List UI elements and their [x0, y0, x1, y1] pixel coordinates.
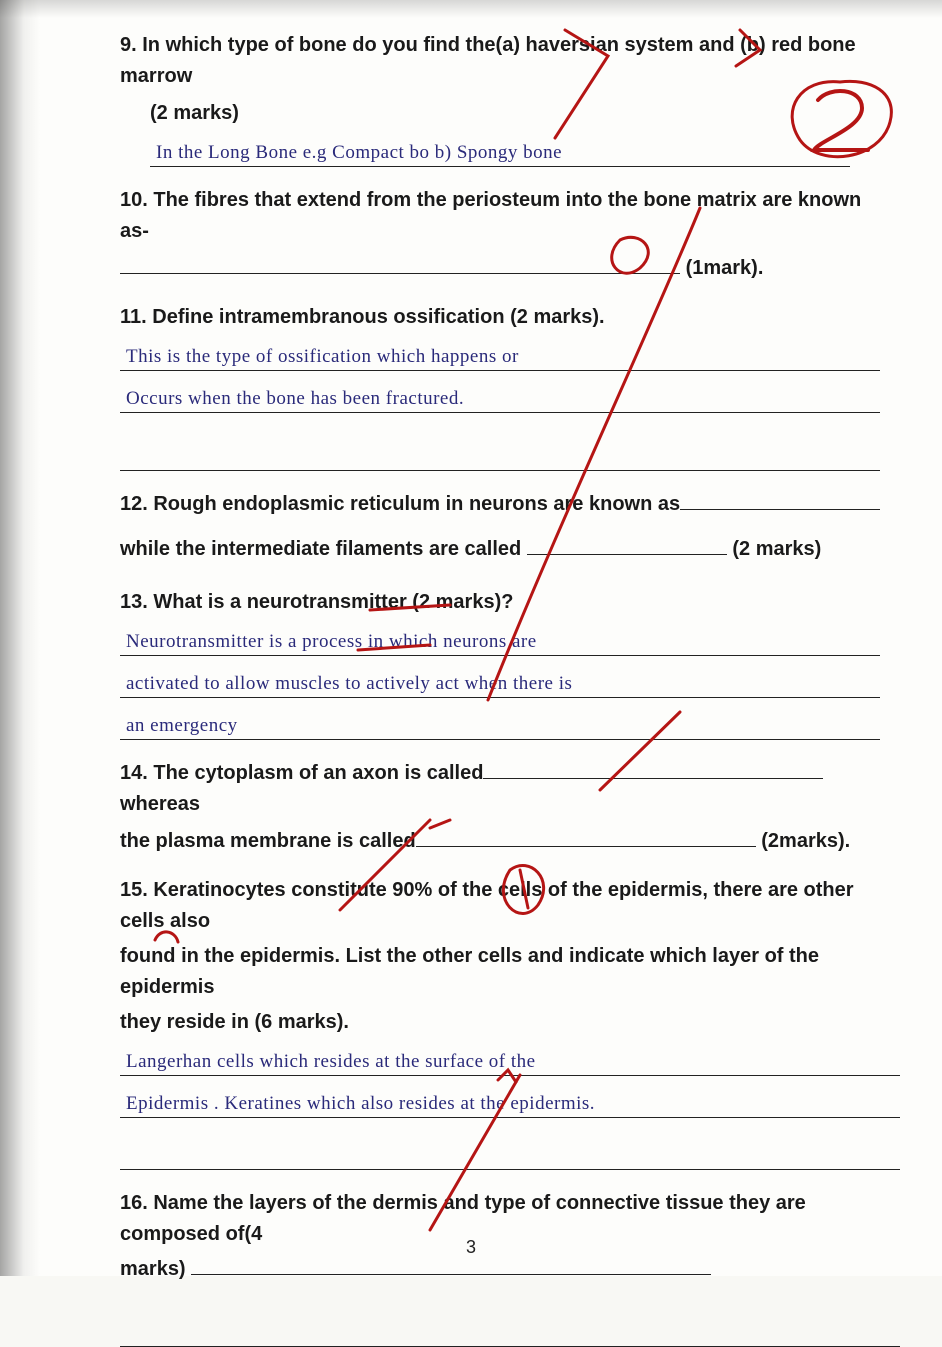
q12-prompt-a: 12. Rough endoplasmic reticulum in neuro… — [120, 493, 680, 515]
q15-prompt-3: they reside in (6 marks). — [120, 1007, 882, 1038]
q13-answer-line-3: an emergency — [120, 708, 880, 740]
q15-answer-1: Langerhan cells which resides at the sur… — [126, 1051, 536, 1073]
q10-tail: (1mark). — [686, 257, 764, 279]
q16-line2: marks) — [120, 1254, 882, 1285]
q15-answer-line-1: Langerhan cells which resides at the sur… — [120, 1044, 900, 1076]
q13-answer-1: Neurotransmitter is a process in which n… — [126, 631, 537, 653]
q14-line2: the plasma membrane is called (2marks). — [120, 826, 882, 857]
q9-prompt-line1: 9. In which type of bone do you find the… — [120, 30, 882, 92]
q16-prompt-2: marks) — [120, 1258, 186, 1280]
q14-blank-1 — [483, 759, 823, 779]
q9-answer-text: In the Long Bone e.g Compact bo b) Spong… — [156, 142, 562, 164]
q12-prompt-b: while the intermediate filaments are cal… — [120, 538, 521, 560]
question-14: 14. The cytoplasm of an axon is called w… — [120, 758, 882, 857]
q9-prompt-line2: (2 marks) — [150, 98, 882, 129]
q9-answer-line: In the Long Bone e.g Compact bo b) Spong… — [150, 135, 850, 167]
page-number: 3 — [466, 1237, 476, 1258]
q10-blank — [120, 254, 680, 274]
q14-prompt-b: the plasma membrane is called — [120, 830, 416, 852]
q16-prompt-1: 16. Name the layers of the dermis and ty… — [120, 1188, 882, 1250]
question-11: 11. Define intramembranous ossification … — [120, 302, 882, 471]
q11-answer-line-3 — [120, 439, 880, 471]
q13-answer-line-2: activated to allow muscles to actively a… — [120, 666, 880, 698]
q16-blank-1 — [191, 1255, 711, 1275]
q14-prompt-a: 14. The cytoplasm of an axon is called — [120, 762, 483, 784]
q15-answer-line-3 — [120, 1138, 900, 1170]
q13-answer-2: activated to allow muscles to actively a… — [126, 673, 572, 695]
q11-answer-1: This is the type of ossification which h… — [126, 346, 519, 368]
question-16: 16. Name the layers of the dermis and ty… — [120, 1188, 882, 1347]
question-15: 15. Keratinocytes constitute 90% of the … — [120, 875, 882, 1170]
q13-answer-line-1: Neurotransmitter is a process in which n… — [120, 624, 880, 656]
exam-page: 9. In which type of bone do you find the… — [0, 0, 942, 1276]
q15-answer-2: Epidermis . Keratines which also resides… — [126, 1093, 595, 1115]
q11-answer-line-2: Occurs when the bone has been fractured. — [120, 381, 880, 413]
question-9: 9. In which type of bone do you find the… — [120, 30, 882, 167]
q12-line2: while the intermediate filaments are cal… — [120, 534, 882, 565]
q14-tail-a: whereas — [120, 793, 200, 815]
q10-prompt: 10. The fibres that extend from the peri… — [120, 185, 882, 247]
q16-answer-line-1 — [120, 1315, 900, 1347]
q12-line1: 12. Rough endoplasmic reticulum in neuro… — [120, 489, 882, 520]
q14-tail-b: (2marks). — [761, 830, 850, 852]
question-10: 10. The fibres that extend from the peri… — [120, 185, 882, 284]
q15-prompt-1: 15. Keratinocytes constitute 90% of the … — [120, 875, 882, 937]
q12-blank-1 — [680, 490, 880, 510]
q11-answer-line-1: This is the type of ossification which h… — [120, 339, 880, 371]
q11-prompt: 11. Define intramembranous ossification … — [120, 302, 882, 333]
question-12: 12. Rough endoplasmic reticulum in neuro… — [120, 489, 882, 565]
q15-answer-line-2: Epidermis . Keratines which also resides… — [120, 1086, 900, 1118]
q14-line1: 14. The cytoplasm of an axon is called w… — [120, 758, 882, 820]
question-13: 13. What is a neurotransmitter (2 marks)… — [120, 587, 882, 740]
q13-answer-3: an emergency — [126, 715, 238, 737]
q11-answer-2: Occurs when the bone has been fractured. — [126, 388, 464, 410]
q12-tail: (2 marks) — [732, 538, 821, 560]
q10-blank-row: (1mark). — [120, 253, 882, 284]
q15-prompt-2: found in the epidermis. List the other c… — [120, 941, 882, 1003]
q12-blank-2 — [527, 535, 727, 555]
q13-prompt: 13. What is a neurotransmitter (2 marks)… — [120, 587, 882, 618]
q14-blank-2 — [416, 827, 756, 847]
